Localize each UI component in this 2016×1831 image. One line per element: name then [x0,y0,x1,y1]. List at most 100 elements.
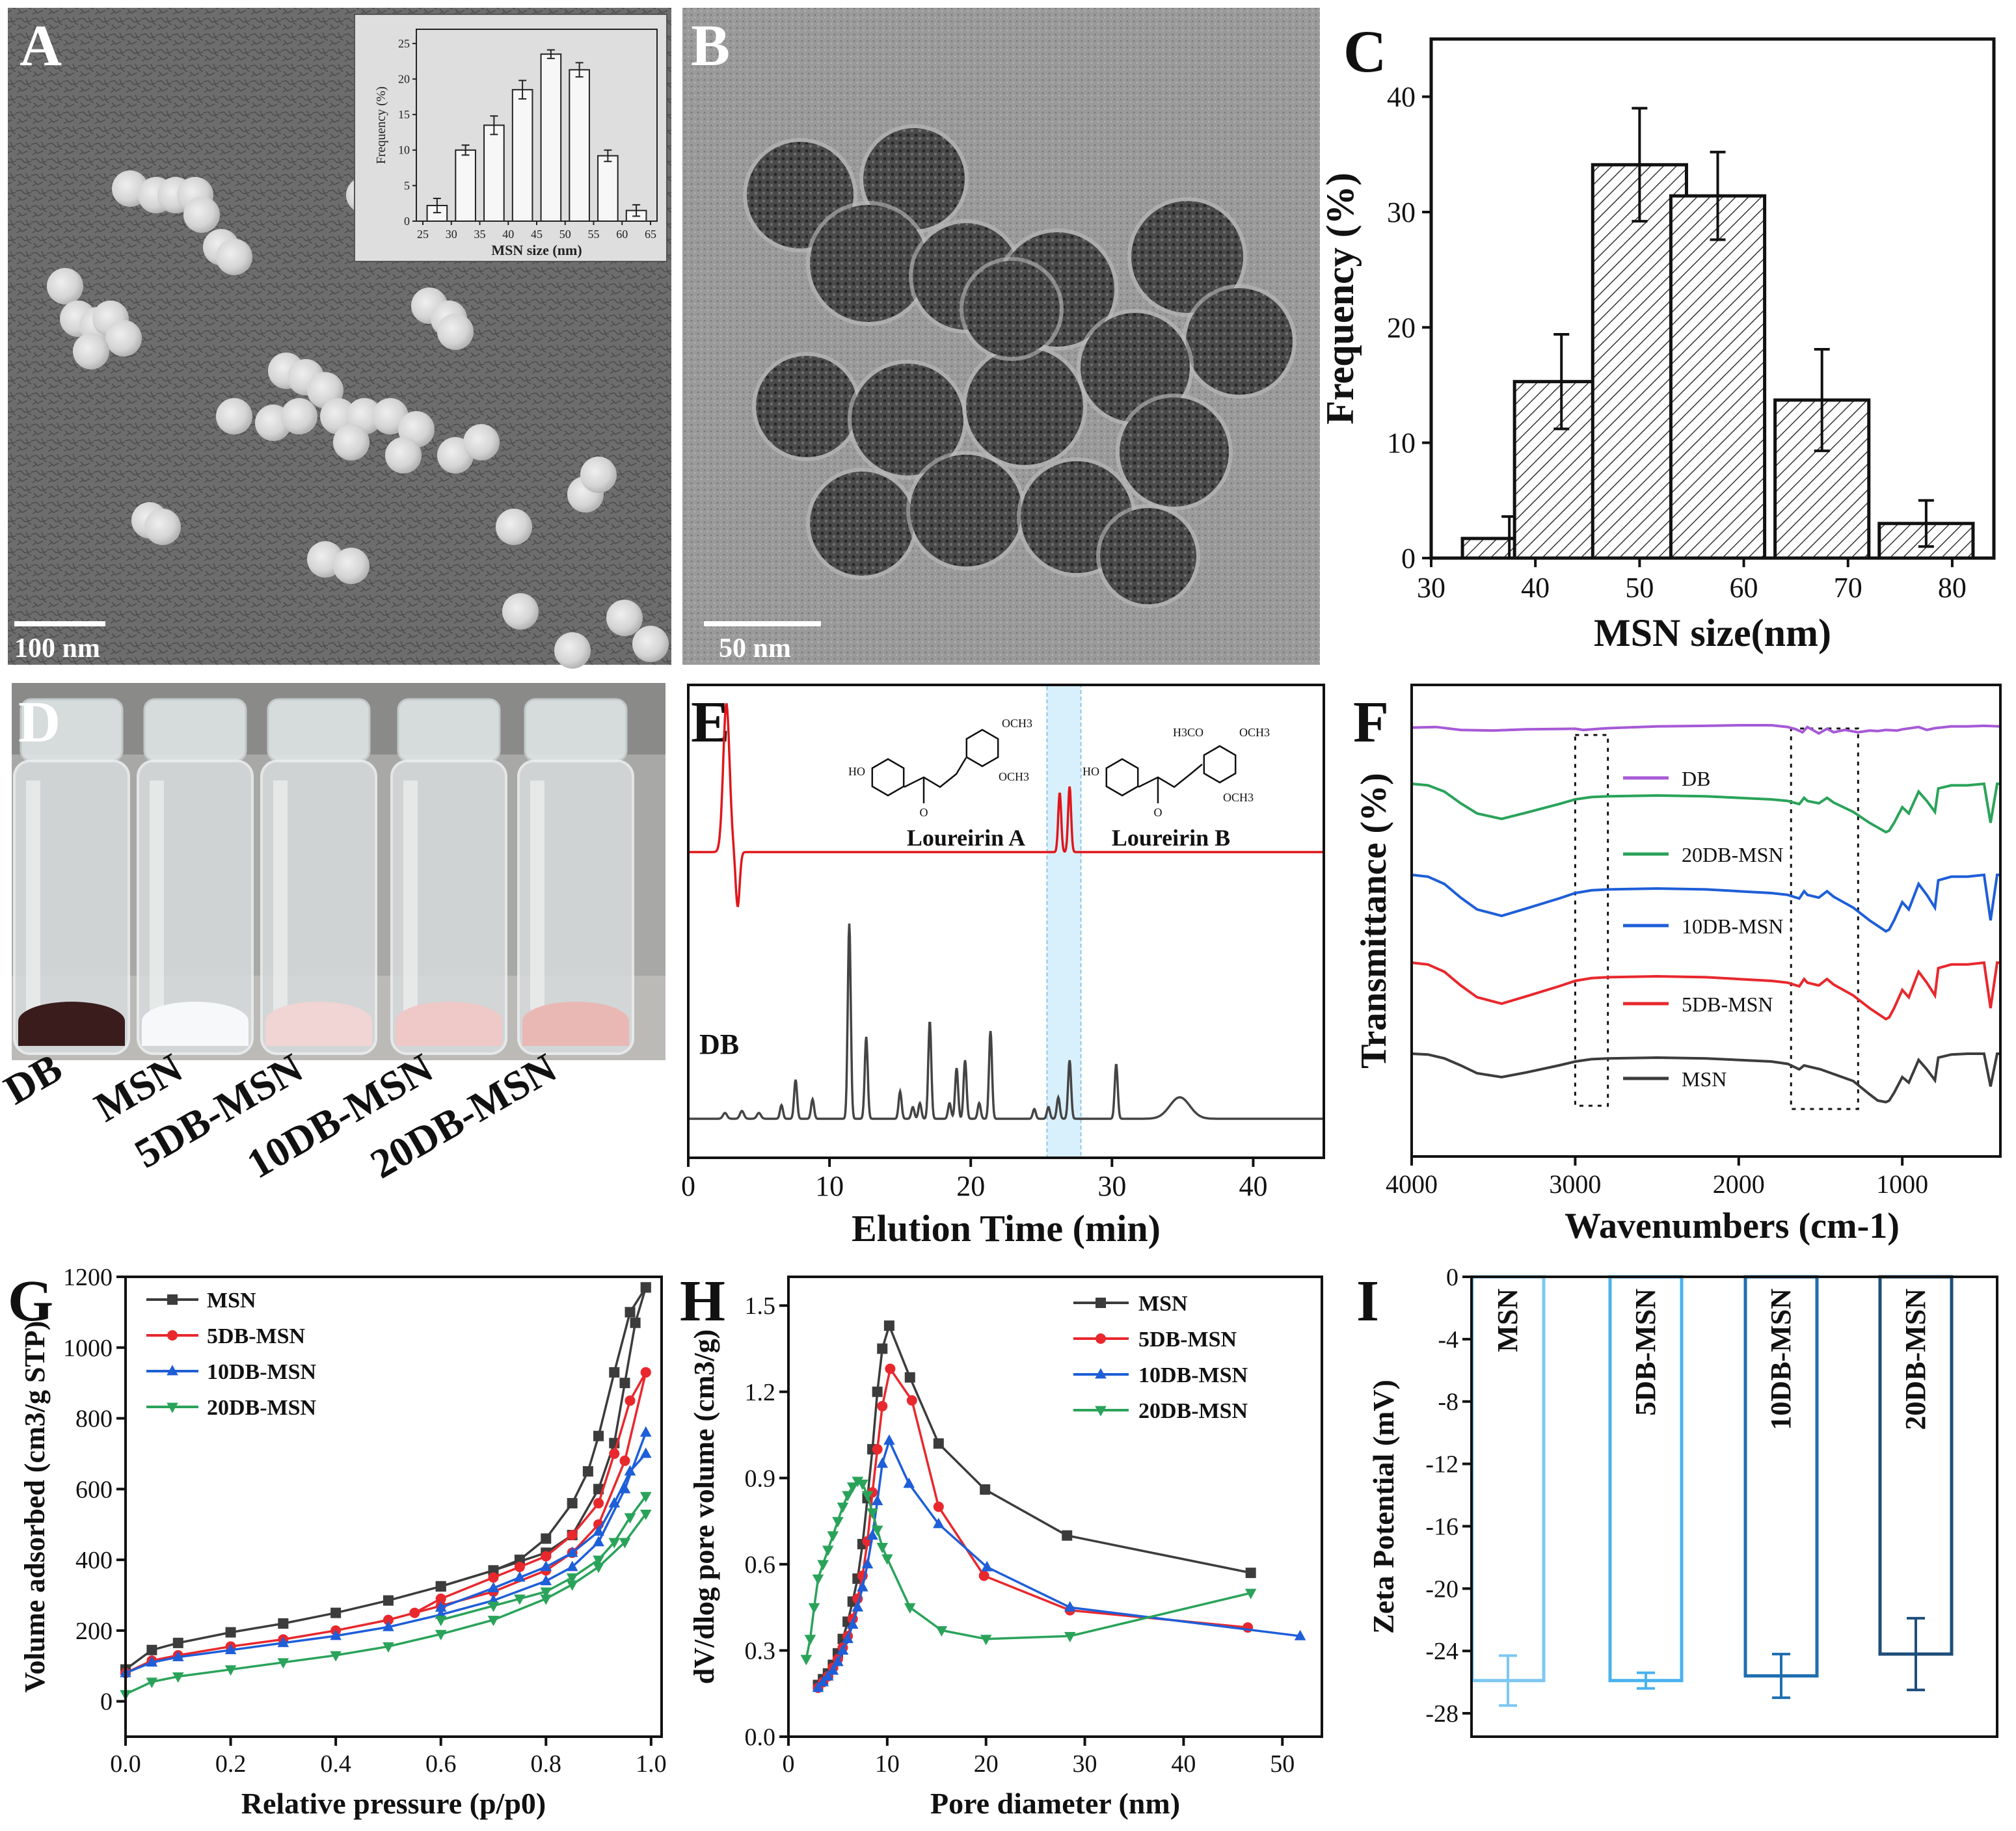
y-axis-title: dV/dlog pore volume (cm3/g) [688,1330,720,1685]
isotherm-point [225,1627,236,1638]
pore-point [861,1558,874,1569]
inset-x-tick-label: 35 [474,228,486,241]
tem-particle [1120,397,1229,507]
structure-group: H3CO [1173,726,1203,739]
sem-particle [73,333,109,369]
inset-y-axis-title: Frequency (%) [374,87,388,164]
x-axis-title: Wavenumbers (cm-1) [1565,1206,1900,1246]
pore-point [978,1570,989,1581]
isotherm-point [487,1581,500,1592]
panel-a: 100 nm A 25 30 35 40 45 50 55 60 65 0 5 10 15 20 25 MSN… [8,8,671,669]
inset-y-tick-label: 15 [398,108,410,121]
y-tick-label: 1200 [63,1264,113,1291]
vial-cap [267,698,371,762]
pore-point [885,1363,896,1374]
chain-bond [1138,764,1203,788]
isotherm-point [277,1658,289,1669]
panel-letter-h: H [680,1269,725,1333]
y-tick-label: -8 [1438,1389,1458,1416]
tem-particle [1186,288,1293,395]
pore-point [800,1655,813,1666]
inset-x-tick-label: 65 [645,228,656,241]
isotherm-point [582,1466,593,1477]
isotherm-point [435,1593,446,1604]
isotherm-point [619,1378,630,1389]
pore-point [822,1545,834,1557]
y-tick-label: 0 [100,1689,113,1716]
legend-label: 5DB-MSN [1138,1328,1237,1352]
legend-marker [1095,1368,1107,1379]
legend-label: 5DB-MSN [1682,993,1773,1016]
y-tick-label: 0.6 [745,1551,776,1579]
pore-point [827,1664,839,1675]
isotherm-point [487,1616,500,1627]
pore-point [832,1517,844,1528]
isotherm-point [330,1607,342,1618]
vial-cap [397,698,501,762]
benzene-ring [1105,758,1139,797]
sem-particle [216,239,252,275]
y-tick-label: 0 [1446,1264,1458,1291]
x-tick-label: 0 [681,1170,695,1202]
panel-c-size-histogram: C 30 40 50 60 70 80 0 10 20 30 40 MSN size(nm) Frequ… [1319,18,1996,654]
scale-bar-label: 100 nm [14,634,100,663]
ftir-trace [1411,782,2000,834]
isotherm-point [609,1448,620,1459]
bar-label: 10DB-MSN [1765,1289,1797,1430]
legend-label: 20DB-MSN [1138,1399,1248,1423]
legend-marker [167,1402,178,1413]
pore-point [1064,1631,1076,1642]
y-tick-label: -12 [1425,1451,1458,1478]
isotherm-point [487,1601,500,1612]
x-tick-label: 1.0 [636,1750,667,1778]
panel-b: 50 nm B [682,8,1320,665]
pore-point [857,1581,868,1592]
legend-marker [167,1330,178,1341]
pore-point [857,1479,868,1490]
isotherm-point [540,1560,552,1571]
x-tick-label: 4000 [1386,1169,1438,1199]
y-tick-label: 10 [1387,427,1416,459]
legend-label: 20DB-MSN [207,1396,317,1420]
pore-point [867,1529,878,1540]
bar-label: 20DB-MSN [1900,1289,1931,1430]
ftir-trace [1411,873,2000,933]
panel-letter-i: I [1356,1269,1379,1333]
isotherm-point [278,1618,289,1629]
highlight-region [1046,684,1082,1158]
pore-point [842,1633,853,1644]
x-tick-label: 20 [974,1750,999,1778]
inset-size-histogram: 25 30 35 40 45 50 55 60 65 0 5 10 15 20 25 MSN size (nm… [374,29,658,258]
isotherm-point [330,1629,342,1640]
pore-point [981,1560,993,1571]
sem-particle [463,424,500,461]
isotherm-point [435,1616,447,1627]
benzene-ring [871,758,905,797]
dotted-region [1574,734,1609,1107]
sem-particle [554,632,591,669]
pore-point [812,1574,824,1585]
pore-point [1064,1601,1076,1612]
x-axis-title: MSN size(nm) [1594,611,1831,654]
isotherm-point [608,1538,621,1549]
y-tick-label: 0.0 [745,1724,776,1751]
pore-point [872,1386,883,1397]
inset-x-tick-label: 40 [502,228,514,241]
x-tick-label: 0.6 [425,1750,457,1778]
pore-point [876,1457,889,1468]
legend-label: 5DB-MSN [207,1324,306,1348]
legend-label: 10DB-MSN [1682,915,1783,938]
x-axis-title: Elution Time (min) [852,1207,1161,1250]
plot-frame [124,1276,663,1738]
panel-letter-c: C [1343,18,1386,85]
x-tick-label: 0 [783,1750,795,1778]
trace-label: DB [699,1028,739,1060]
isotherm-point [514,1571,526,1582]
pore-point [906,1395,917,1406]
isotherm-point [593,1562,604,1573]
inset-y-tick-label: 25 [398,37,410,50]
isotherm-point [625,1395,636,1406]
isotherm-point [567,1530,578,1541]
